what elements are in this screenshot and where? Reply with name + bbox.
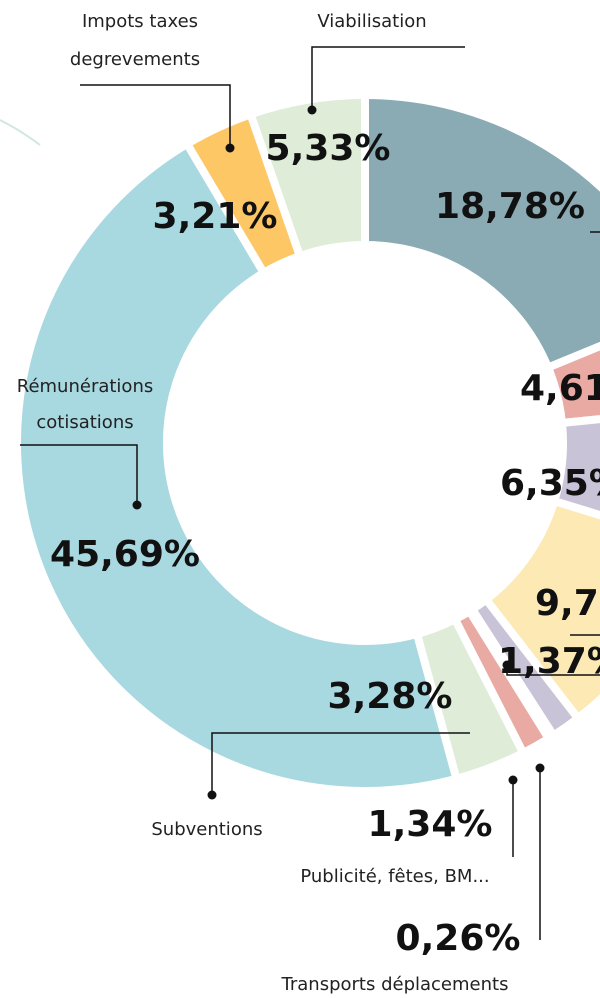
value-label: 3,28% xyxy=(328,676,453,717)
value-label: 3,21% xyxy=(153,196,278,237)
leader-line xyxy=(20,444,138,505)
leader-dot xyxy=(225,143,235,153)
decor-curve xyxy=(0,119,41,146)
category-label: Impots taxes xyxy=(82,11,198,32)
value-label: 45,69% xyxy=(50,534,200,575)
value-label: 5,33% xyxy=(266,128,391,169)
value-label: 0,26% xyxy=(396,918,521,959)
leader-dot xyxy=(207,790,217,800)
leader-line xyxy=(211,732,470,795)
donut-segment xyxy=(13,138,462,795)
category-label: Subventions xyxy=(151,819,262,840)
donut-segment xyxy=(542,341,600,428)
leader-dot xyxy=(535,763,545,773)
value-label: 1,34% xyxy=(368,804,493,845)
category-label: Publicité, fêtes, BM... xyxy=(300,866,489,887)
category-label: Viabilisation xyxy=(317,11,426,32)
leader-dot xyxy=(508,775,518,785)
value-label: 1,37% xyxy=(498,641,600,682)
value-label: 6,35% xyxy=(500,463,600,504)
value-label: 4,61% xyxy=(520,368,600,409)
category-label: Rémunérations xyxy=(17,376,154,397)
leader-line xyxy=(311,46,465,110)
donut-segment xyxy=(549,415,600,520)
category-label: cotisations xyxy=(36,412,133,433)
leader-dot xyxy=(132,500,142,510)
category-label: degrevements xyxy=(70,49,200,70)
donut-segment xyxy=(245,90,369,262)
leader-dot xyxy=(307,105,317,115)
donut-segment xyxy=(361,90,600,373)
value-label: 9,78% xyxy=(535,583,600,624)
value-label: 18,78% xyxy=(435,186,585,227)
leader-dot xyxy=(502,660,512,670)
leader-line xyxy=(80,84,231,148)
category-label: Transports déplacements xyxy=(281,974,509,995)
